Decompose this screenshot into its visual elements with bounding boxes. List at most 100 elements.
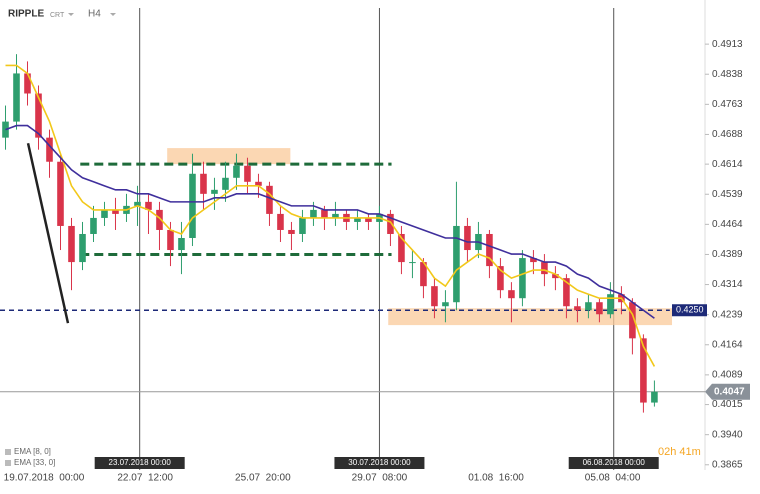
x-tick-label: 01.08 16:00 [468,473,524,484]
y-tick-label: 0.4539 [712,189,743,200]
y-tick-label: 0.4089 [712,370,743,381]
legend-icon [5,449,11,455]
candle-body [519,258,526,299]
candle-body [365,217,372,222]
candle-body [35,93,42,138]
candle-body [101,209,108,218]
ema-line [5,64,656,367]
x-tick-label: 29.07 08:00 [352,473,408,484]
x-tick-label: 19.07.2018 00:00 [4,473,85,484]
candle-body [68,225,75,263]
candle-body [574,306,581,311]
vline-label: 30.07.2018 00:00 [348,458,411,467]
candle-body [46,137,53,162]
price-marker-label: 0.4250 [676,305,704,315]
x-tick-label: 22.07 12:00 [117,473,173,484]
candle-body [552,274,559,279]
candle-body [541,262,548,275]
price-marker-box [672,304,707,317]
candle-body [90,217,97,234]
y-tick-label: 0.4164 [712,339,743,350]
y-tick-label: 0.4015 [712,399,743,410]
interval[interactable]: H4 [88,9,101,20]
candle-body [79,233,86,263]
candle-body [387,213,394,234]
countdown: 02h 41m [658,446,701,458]
candle-body [651,391,658,403]
symbol[interactable]: RIPPLE [8,9,44,20]
candle-body [277,213,284,230]
y-tick-label: 0.4239 [712,309,743,320]
y-tick-label: 0.4688 [712,129,743,140]
candle-body [497,266,504,291]
candle-body [222,177,229,190]
candle-body [321,209,328,218]
candle-body [409,262,416,264]
vline-label: 06.08.2018 00:00 [583,458,646,467]
zone [167,148,291,165]
candle-body [442,302,449,307]
x-tick-label: 25.07 20:00 [235,473,291,484]
candle-body [244,165,251,182]
y-tick-label: 0.4314 [712,279,743,290]
vline-label-box [568,457,659,469]
y-tick-label: 0.4913 [712,39,743,50]
dropdown-icon [68,13,74,16]
legend-icon [5,460,11,466]
y-tick-label: 0.4389 [712,249,743,260]
candle-body [134,201,141,206]
candle-body [145,201,152,210]
last-price-box [705,383,750,400]
candle-body [189,173,196,238]
candle-body [486,233,493,267]
candle-body [640,338,647,403]
ema-line [5,124,655,319]
candle-body [178,237,185,251]
candle-body [508,290,515,299]
candle-body [211,189,218,194]
candle-body [24,73,31,94]
candle-body [332,213,339,218]
vline-label-box [94,457,185,469]
y-tick-label: 0.3940 [712,429,743,440]
y-tick-label: 0.3865 [712,459,743,470]
candle-body [629,302,636,339]
candle-body [167,229,174,251]
candle-body [607,294,614,315]
candle-body [420,262,427,287]
candle-body [310,209,317,218]
candle-body [530,258,537,263]
vline-label-box [334,457,425,469]
candle-body [354,217,361,222]
candle-body [233,165,240,178]
candle-body [266,185,273,214]
candle-body [156,209,163,230]
candle-body [596,302,603,315]
candle-body [563,278,570,307]
candle-body [585,302,592,311]
candle-body [255,181,262,186]
candle-body [453,225,460,303]
candle-body [398,233,405,263]
y-tick-label: 0.4838 [712,69,743,80]
trend-line [26,142,70,324]
candle-body [299,217,306,234]
candle-body [431,286,438,307]
candle-body [57,161,64,226]
candle-body [288,229,295,234]
candle-body [112,209,119,214]
legend-label: EMA [8, 0] [14,447,51,456]
dropdown-icon [110,13,116,16]
y-tick-label: 0.4614 [712,159,743,170]
y-tick-label: 0.4763 [712,99,743,110]
candle-body [200,173,207,194]
legend-label: EMA [33, 0] [14,458,55,467]
candle-body [464,225,471,251]
x-tick-label: 05.08 04:00 [585,473,641,484]
y-tick-label: 0.4464 [712,219,743,230]
candle-body [13,73,20,122]
source[interactable]: CRT [50,12,65,19]
vline-label: 23.07.2018 00:00 [109,458,172,467]
